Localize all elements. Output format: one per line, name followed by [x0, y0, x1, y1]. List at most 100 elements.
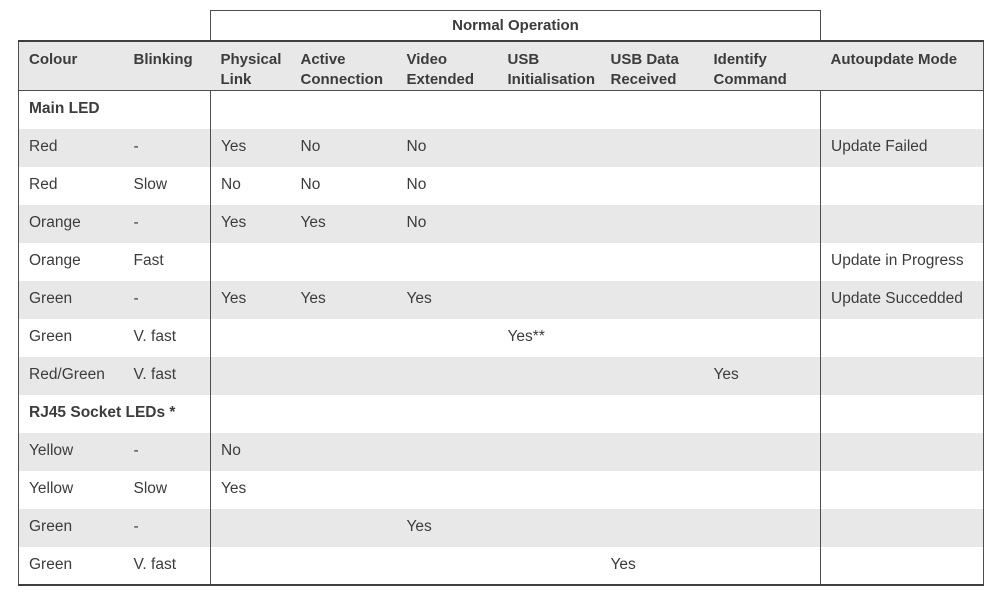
span-header-spacer-right — [821, 11, 984, 41]
table-cell — [210, 242, 291, 281]
table-cell — [703, 432, 821, 471]
table-cell — [290, 508, 397, 547]
table-cell — [210, 90, 291, 129]
table-cell: - — [123, 508, 211, 547]
table-cell — [601, 471, 704, 509]
span-header-spacer-left — [19, 11, 211, 41]
table-cell: No — [300, 176, 321, 194]
column-header: Active Connection — [290, 39, 397, 91]
table-cell — [291, 91, 397, 129]
table-cell — [210, 318, 291, 357]
table-cell: - — [123, 280, 211, 319]
table-cell: No — [210, 166, 291, 205]
table-cell — [497, 280, 601, 319]
table-cell: No — [290, 128, 397, 167]
table-cell — [703, 204, 821, 243]
table-cell — [600, 508, 704, 547]
table-cell: Yes — [210, 470, 291, 509]
table-cell — [601, 167, 704, 205]
table-cell — [703, 280, 821, 319]
table-cell — [497, 432, 601, 471]
table-cell: Green — [18, 318, 124, 357]
table-cell — [210, 546, 291, 586]
led-status-table-wrapper: Normal Operation Colour Blinking Physical … — [18, 10, 984, 586]
table-cell — [290, 356, 397, 395]
table-cell: Update Succedded — [820, 280, 984, 319]
table-cell: V. fast — [123, 546, 211, 586]
table-cell — [397, 319, 498, 357]
table-cell: Orange — [18, 242, 124, 281]
table-cell — [397, 471, 498, 509]
table-cell: Yes — [396, 280, 498, 319]
table-cell: Update in Progress — [820, 242, 984, 281]
table-cell — [820, 508, 984, 547]
table-cell — [704, 91, 821, 129]
table-cell — [497, 204, 601, 243]
table-cell — [124, 91, 211, 129]
table-cell: Yes — [210, 280, 291, 319]
table-cell: - — [123, 204, 211, 243]
table-row: Red - Yes No No Update Failed — [18, 128, 984, 167]
table-cell — [290, 432, 397, 471]
table-cell: Yes — [290, 280, 397, 319]
table-cell — [396, 356, 498, 395]
table-cell: Yes** — [507, 328, 545, 346]
table-cell: Yellow — [18, 470, 124, 509]
table-cell — [497, 508, 601, 547]
table-cell — [703, 508, 821, 547]
table-cell — [820, 470, 984, 509]
table-cell — [600, 128, 704, 167]
table-cell — [210, 508, 291, 547]
column-header: Colour — [18, 39, 124, 91]
table-cell — [497, 128, 601, 167]
table-cell — [820, 166, 984, 205]
column-header: USB Data Received — [600, 39, 704, 91]
table-cell — [497, 356, 601, 395]
led-status-table: Normal Operation Colour Blinking Physical … — [18, 10, 984, 586]
table-cell — [820, 204, 984, 243]
section-label: RJ45 Socket LEDs * — [18, 394, 175, 433]
column-header: USB Initialisation — [497, 39, 601, 91]
table-cell — [820, 394, 984, 433]
table-cell: Yes — [396, 508, 498, 547]
table-row: Orange Fast Update in Progress — [18, 242, 984, 281]
table-cell: Yes — [600, 546, 704, 586]
table-cell — [703, 546, 821, 586]
table-cell — [601, 243, 704, 281]
table-cell: V. fast — [133, 328, 177, 346]
table-cell — [601, 395, 704, 433]
table-cell — [291, 243, 397, 281]
table-cell — [704, 319, 821, 357]
table-cell — [497, 546, 601, 586]
table-cell — [704, 471, 821, 509]
table-cell: Update Failed — [820, 128, 984, 167]
table-cell — [498, 91, 601, 129]
table-row: Green - Yes — [18, 508, 984, 547]
table-cell — [210, 356, 291, 395]
table-cell — [601, 319, 704, 357]
table-cell: Yes — [210, 128, 291, 167]
section-label: Main LED — [18, 90, 124, 129]
table-cell: Fast — [133, 252, 164, 270]
table-cell — [397, 243, 498, 281]
table-cell — [704, 395, 821, 433]
table-cell — [703, 128, 821, 167]
table-cell — [498, 395, 601, 433]
table-cell — [820, 90, 984, 129]
table-cell: Green — [18, 508, 124, 547]
table-cell: Yes — [703, 356, 821, 395]
table-cell: Red — [18, 128, 124, 167]
table-row: Yellow - No — [18, 432, 984, 471]
normal-operation-header: Normal Operation — [210, 10, 821, 41]
table-row: Orange - Yes Yes No — [18, 204, 984, 243]
table-cell — [820, 432, 984, 471]
table-cell: Yes — [290, 204, 397, 243]
table-cell — [397, 395, 498, 433]
table-cell — [396, 546, 498, 586]
table-row: Red/Green V. fast Yes — [18, 356, 984, 395]
table-cell — [291, 471, 397, 509]
table-cell: Slow — [133, 176, 168, 194]
table-cell: No — [396, 128, 498, 167]
column-header: Autoupdate Mode — [820, 39, 984, 91]
section-row: RJ45 Socket LEDs * — [18, 394, 984, 433]
